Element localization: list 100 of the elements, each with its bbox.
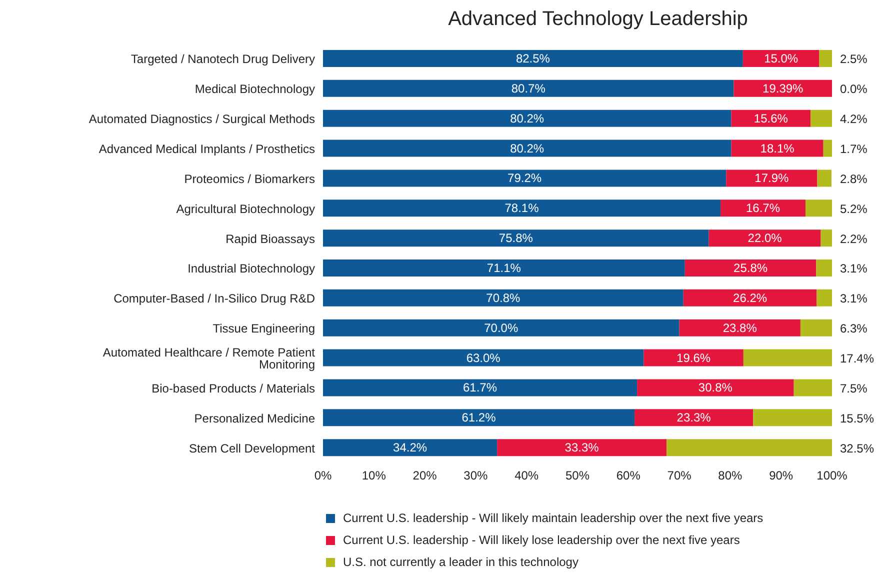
data-label: 23.8% [722, 320, 758, 335]
bar [323, 379, 638, 396]
data-label: 3.1% [840, 262, 868, 276]
data-label: 78.1% [504, 201, 540, 216]
x-tick-label: 0% [314, 468, 332, 483]
data-label: 5.2% [840, 202, 868, 216]
bar [497, 439, 667, 456]
bar [742, 50, 820, 67]
y-tick-label: Tissue Engineering [212, 322, 315, 336]
x-tick-label: 100% [816, 468, 848, 483]
y-tick-label: Medical Biotechnology [194, 82, 315, 96]
data-label: 25.8% [734, 261, 768, 275]
x-tick-label: 60% [616, 468, 641, 483]
bar [810, 110, 832, 127]
legend-label: U.S. not currently a leader in this technology [343, 554, 578, 571]
data-label: 17.4% [840, 352, 874, 366]
bar [794, 379, 832, 396]
y-tick-label: Automated Healthcare / Remote Patient Monitoring [102, 346, 316, 372]
bar [323, 200, 721, 217]
data-label: 26.2% [733, 290, 768, 305]
y-tick-label: Rapid Bioassays [226, 232, 315, 246]
bar [820, 230, 832, 247]
bar [666, 439, 832, 456]
x-tick-label: 20% [412, 468, 438, 483]
data-label: 3.1% [840, 292, 868, 306]
data-label: 17.9% [754, 171, 790, 186]
data-label: 80.7% [511, 81, 546, 96]
bar [708, 230, 821, 247]
bar [323, 140, 732, 157]
data-label: 0.0% [840, 82, 868, 96]
bar [637, 379, 794, 396]
bar [734, 80, 832, 97]
bar [684, 260, 816, 276]
data-label: 19.39% [762, 81, 804, 96]
data-label: 80.2% [510, 141, 544, 156]
x-tick-label: 40% [514, 468, 539, 483]
x-tick-label: 30% [464, 468, 488, 483]
data-label: 61.2% [462, 410, 496, 425]
data-label: 6.3% [840, 322, 868, 336]
data-label: 61.7% [463, 380, 498, 395]
x-tick-label: 50% [565, 468, 590, 483]
bar [679, 319, 800, 336]
data-label: 34.2% [393, 440, 428, 455]
y-tick-label: Stem Cell Development [188, 441, 316, 456]
bar [806, 200, 832, 217]
y-tick-label: Bio-based Products / Materials [152, 381, 315, 396]
bar [644, 349, 744, 366]
chart-title: Advanced Technology Leadership [447, 8, 749, 32]
bar [816, 260, 832, 276]
data-label: 75.8% [498, 231, 534, 246]
x-tick-label: 90% [769, 468, 794, 483]
data-label: 23.3% [676, 410, 712, 425]
legend-label: Current U.S. leadership - Will likely maintain leadership over the next five years [343, 510, 764, 527]
data-label: 16.7% [746, 201, 780, 216]
data-label: 15.6% [754, 111, 788, 126]
bar [753, 409, 832, 426]
bar [323, 50, 743, 67]
data-label: 70.0% [484, 320, 518, 335]
data-label: 2.2% [840, 232, 868, 246]
bar [823, 140, 832, 157]
bar [800, 319, 832, 336]
bar [323, 289, 684, 306]
data-label: 71.1% [486, 261, 522, 275]
data-label: 19.6% [676, 350, 711, 365]
bar [323, 110, 732, 127]
data-label: 63.0% [466, 350, 501, 365]
bar [323, 260, 685, 276]
data-label: 15.5% [840, 411, 874, 426]
bar [323, 349, 644, 366]
data-label: 32.5% [840, 441, 874, 456]
data-label: 30.8% [698, 380, 733, 395]
bar [323, 80, 734, 97]
y-tick-label: Agricultural Biotechnology [176, 202, 315, 216]
bar [323, 409, 635, 426]
bar [743, 349, 832, 366]
bar [683, 289, 817, 306]
data-label: 79.2% [508, 171, 542, 186]
data-label: 18.1% [760, 141, 795, 156]
y-tick-label: Computer-Based / In-Silico Drug R&D [114, 292, 316, 306]
bar [816, 289, 832, 306]
data-label: 4.2% [840, 112, 868, 126]
bar [731, 140, 824, 157]
bar [720, 200, 806, 217]
y-tick-label: Advanced Medical Implants / Prosthetics [98, 142, 315, 156]
bar [731, 110, 811, 127]
legend-label: Current U.S. leadership - Will likely lose leadership over the next five years [343, 532, 740, 549]
data-label: 70.8% [486, 290, 521, 305]
data-label: 7.5% [840, 381, 868, 396]
data-label: 2.5% [840, 52, 868, 66]
bar [323, 170, 726, 187]
y-tick-label: Automated Diagnostics / Surgical Methods [88, 112, 315, 126]
bar [726, 170, 818, 187]
y-tick-label: Targeted / Nanotech Drug Delivery [130, 52, 315, 66]
data-label: 33.3% [564, 440, 600, 455]
x-tick-label: 10% [362, 468, 386, 483]
data-label: 1.7% [840, 142, 868, 156]
x-tick-label: 70% [667, 468, 692, 483]
bar [819, 50, 832, 67]
bar [323, 230, 709, 247]
bar [323, 439, 498, 456]
